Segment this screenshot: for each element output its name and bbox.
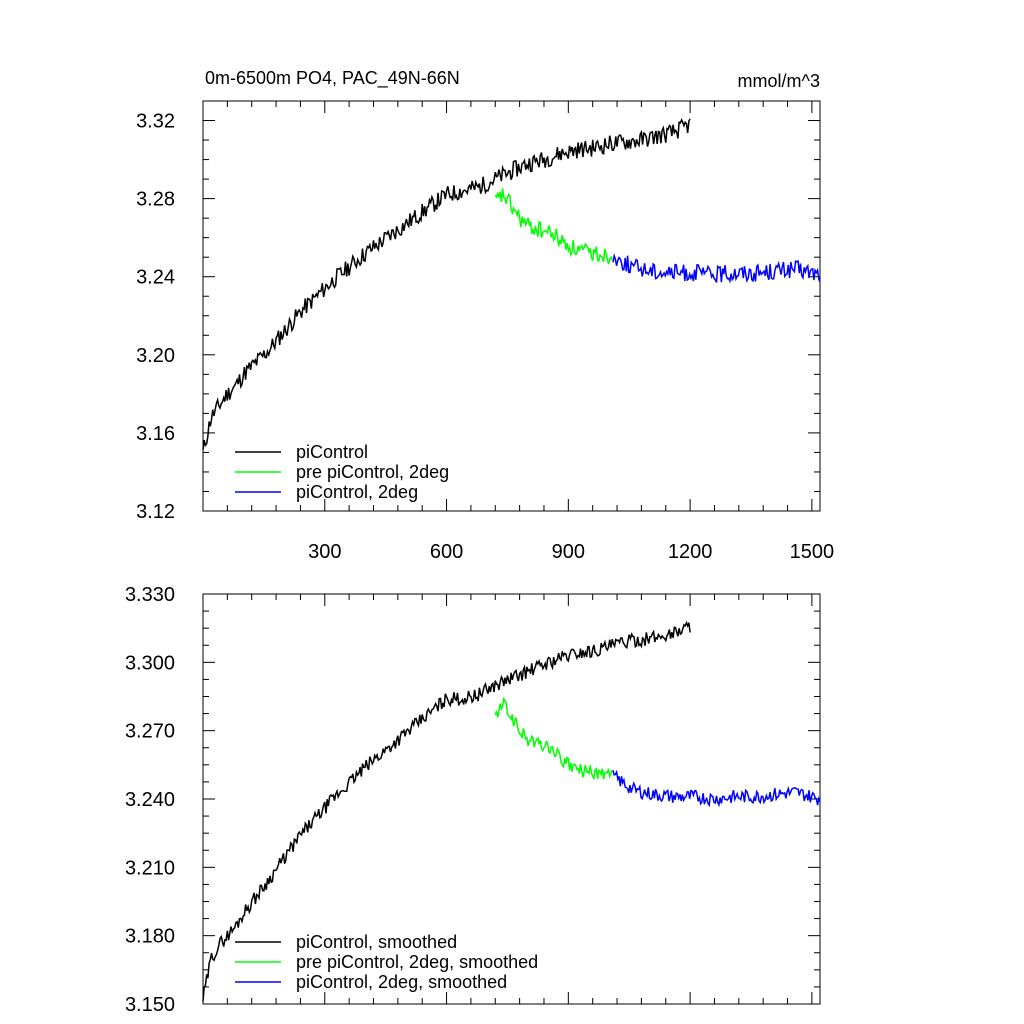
chart-title: 0m-6500m PO4, PAC_49N-66N [205, 68, 460, 89]
x-tick-label: 600 [430, 541, 463, 563]
y-tick-label: 3.210 [125, 857, 175, 879]
legend-label: piControl, 2deg [296, 482, 418, 502]
y-tick-label: 3.330 [125, 584, 175, 606]
legend-label: piControl [296, 442, 368, 462]
x-tick-label: 1200 [668, 541, 713, 563]
legend-label: pre piControl, 2deg, smoothed [296, 952, 538, 972]
x-tick-label: 1500 [790, 541, 835, 563]
series-line [612, 252, 821, 284]
series-group [202, 620, 821, 1002]
series-line [612, 769, 821, 808]
y-tick-label: 3.300 [125, 652, 175, 674]
y-tick-label: 3.240 [125, 789, 175, 811]
legend-label: pre piControl, 2deg [296, 462, 449, 482]
y-tick-label: 3.28 [136, 189, 175, 211]
y-tick-label: 3.24 [136, 267, 175, 289]
y-tick-label: 3.180 [125, 926, 175, 948]
units-label: mmol/m^3 [738, 71, 820, 91]
y-tick-label: 3.270 [125, 721, 175, 743]
legend-label: piControl, 2deg, smoothed [296, 972, 507, 992]
y-tick-label: 3.32 [136, 111, 175, 133]
plot-frame [202, 100, 821, 512]
x-tick-label: 900 [552, 541, 585, 563]
series-line [494, 696, 613, 781]
series-line [494, 188, 613, 265]
y-tick-label: 3.12 [136, 501, 175, 523]
y-tick-label: 3.20 [136, 345, 175, 367]
series-line [202, 620, 691, 1002]
y-tick-label: 3.150 [125, 994, 175, 1016]
bottom-panel: 3.150 3.180 3.210 3.240 3.270 3.300 3.330 piCo… [125, 584, 821, 1016]
series-line [202, 117, 691, 450]
legend-label: piControl, smoothed [296, 932, 457, 952]
axis-ticks: 300 600 900 1200 1500 3.12 3.16 3.20 3.24 3.28 3.3… [136, 101, 834, 563]
y-tick-label: 3.16 [136, 423, 175, 445]
series-group [202, 117, 821, 450]
top-panel: 0m-6500m PO4, PAC_49N-66N mmol/m^3 300 60… [136, 68, 834, 563]
x-tick-label: 300 [308, 541, 341, 563]
